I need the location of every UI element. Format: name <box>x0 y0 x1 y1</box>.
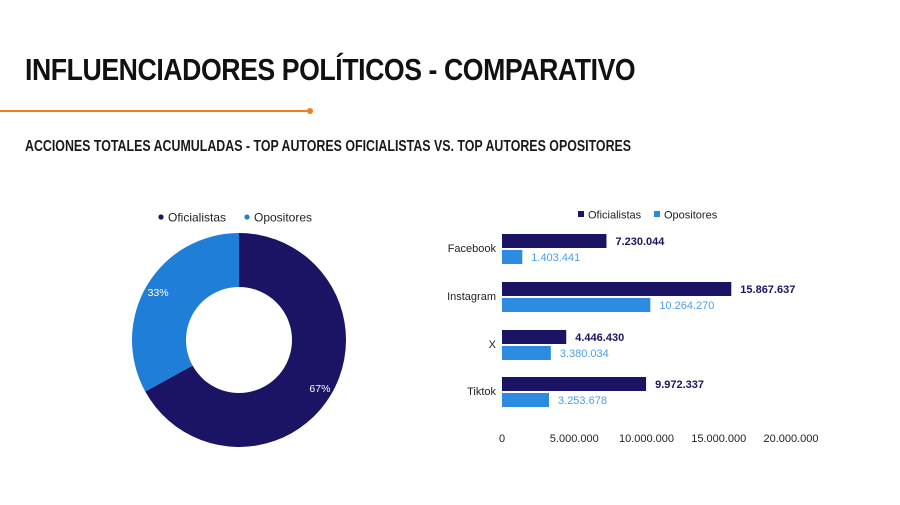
donut-slice-label-0: 67% <box>309 383 330 395</box>
bar-tiktok-opositores <box>502 393 550 407</box>
bar-instagram-oficialistas <box>502 282 732 296</box>
bar-category-label-instagram: Instagram <box>447 291 496 303</box>
bar-legend-marker-0 <box>578 211 584 217</box>
bar-category-label-facebook: Facebook <box>448 243 497 255</box>
donut-slice-label-1: 33% <box>148 287 169 299</box>
bar-category-label-x: X <box>489 339 497 351</box>
bar-x-opositores <box>502 346 551 360</box>
bar-tiktok-oficialistas <box>502 377 647 391</box>
bar-legend-label-1: Opositores <box>664 210 718 222</box>
bar-x-tick-label-3: 15.000.000 <box>691 433 746 445</box>
bar-legend-marker-1 <box>654 211 660 217</box>
page-subtitle: ACCIONES TOTALES ACUMULADAS - TOP AUTORE… <box>25 138 632 155</box>
bar-facebook-oficialistas <box>502 234 607 248</box>
bar-category-label-tiktok: Tiktok <box>467 386 496 398</box>
donut-legend-marker-1 <box>244 214 250 220</box>
bar-facebook-opositores <box>502 250 523 264</box>
title-underline-dot <box>307 108 313 114</box>
bar-value-label-facebook-opositores: 1.403.441 <box>531 252 580 264</box>
donut-legend-label-0: Oficialistas <box>168 211 226 225</box>
bar-x-tick-label-1: 5.000.000 <box>550 433 599 445</box>
donut-slice-oficialistas <box>145 233 347 447</box>
donut-slice-opositores <box>132 233 239 392</box>
bar-value-label-x-oficialistas: 4.446.430 <box>575 332 624 344</box>
bar-value-label-instagram-opositores: 10.264.270 <box>659 300 714 312</box>
bar-value-label-tiktok-opositores: 3.253.678 <box>558 395 607 407</box>
bar-instagram-opositores <box>502 298 651 312</box>
donut-legend-marker-0 <box>158 214 164 220</box>
bar-value-label-facebook-oficialistas: 7.230.044 <box>615 236 665 248</box>
bar-x-tick-label-2: 10.000.000 <box>619 433 674 445</box>
bar-value-label-tiktok-oficialistas: 9.972.337 <box>655 379 704 391</box>
bar-value-label-x-opositores: 3.380.034 <box>560 348 609 360</box>
bar-legend-label-0: Oficialistas <box>588 210 642 222</box>
bar-value-label-instagram-oficialistas: 15.867.637 <box>740 284 795 296</box>
title-underline <box>0 110 311 112</box>
bar-x-tick-label-4: 20.000.000 <box>763 433 818 445</box>
bar-x-oficialistas <box>502 330 567 344</box>
donut-legend-label-1: Opositores <box>254 211 312 225</box>
bar-x-tick-label-0: 0 <box>499 433 505 445</box>
page-title: INFLUENCIADORES POLÍTICOS - COMPARATIVO <box>25 52 636 87</box>
